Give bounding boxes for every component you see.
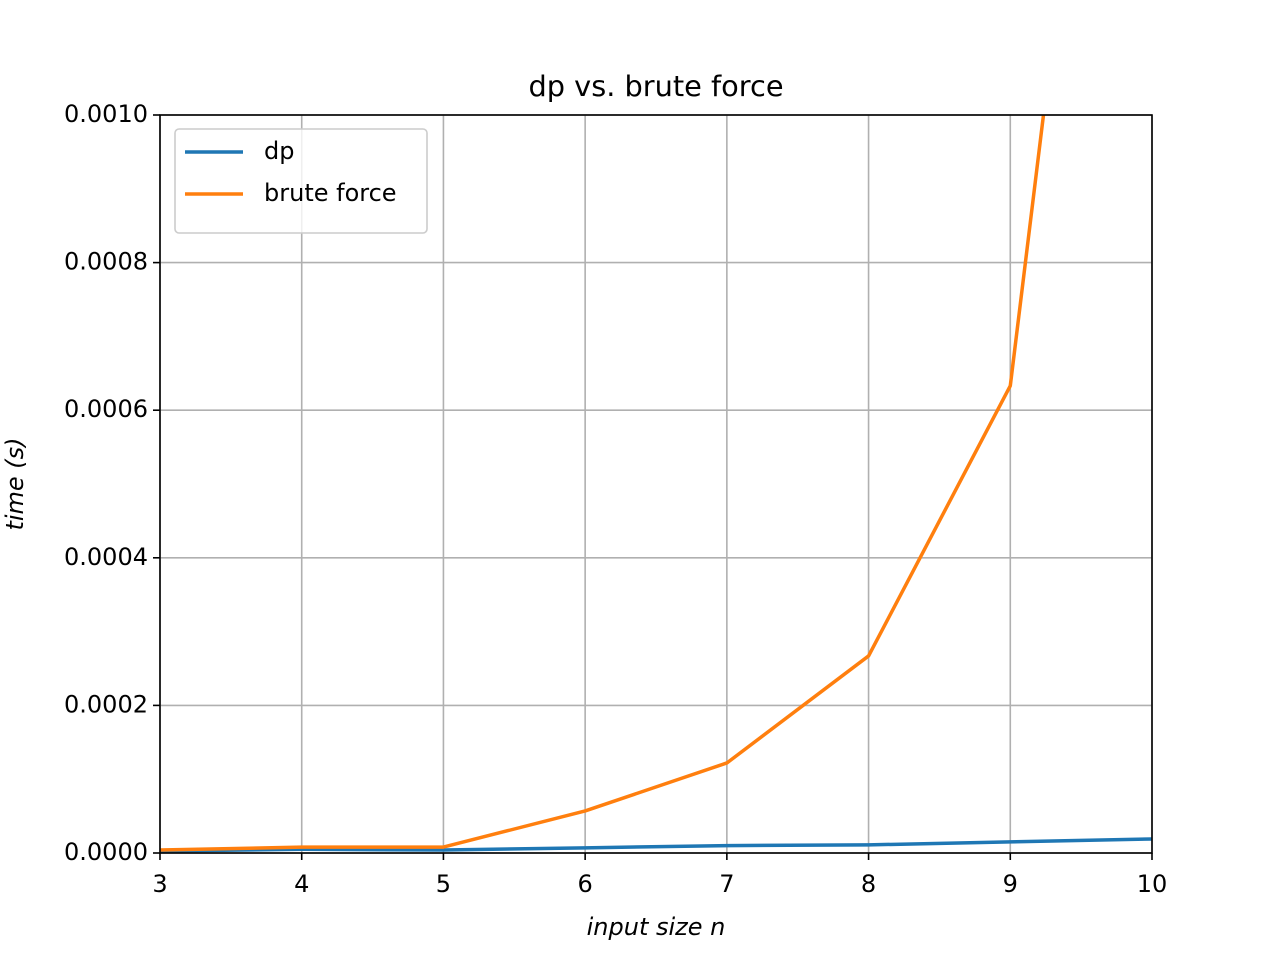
legend-label: dp	[264, 137, 294, 165]
legend-box	[174, 128, 428, 234]
data-line	[160, 837, 1152, 853]
data-line	[160, 115, 1046, 852]
x-tick-label: 10	[1137, 870, 1168, 898]
x-tick-label: 7	[719, 870, 734, 898]
y-tick-label: 0.0000	[64, 838, 148, 866]
y-axis-label: time (s)	[1, 437, 29, 530]
y-tick-label: 0.0010	[64, 100, 148, 128]
x-tick-label: 3	[152, 870, 167, 898]
x-tick-label: 5	[436, 870, 451, 898]
legend-label: brute force	[264, 179, 397, 207]
legend: dp brute force	[174, 128, 428, 234]
plot-area	[160, 115, 1152, 853]
chart-title: dp vs. brute force	[528, 69, 783, 103]
y-tick-label: 0.0006	[64, 395, 148, 423]
y-tick-label: 0.0004	[64, 543, 148, 571]
y-tick-label: 0.0002	[64, 690, 148, 718]
x-tick-label: 8	[861, 870, 876, 898]
x-tick-label: 9	[1003, 870, 1018, 898]
y-tick-label: 0.0008	[64, 248, 148, 276]
axes-frame	[159, 114, 1153, 854]
x-tick-label: 6	[578, 870, 593, 898]
x-axis-label: input size n	[587, 913, 726, 941]
x-tick-label: 4	[294, 870, 309, 898]
